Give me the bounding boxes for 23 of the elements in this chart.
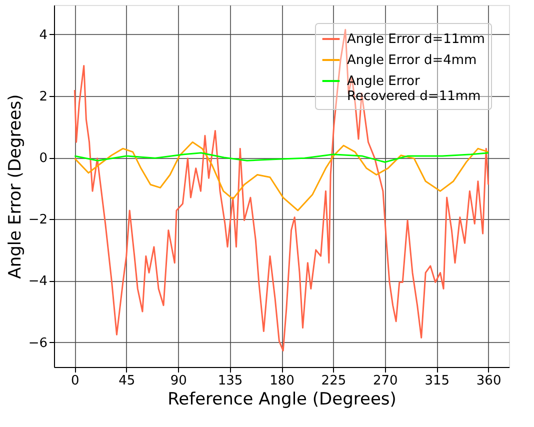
legend-label: Angle Error Recovered d=11mm	[347, 74, 481, 104]
y-tick-label: 0	[39, 151, 48, 166]
x-tick-label: 180	[270, 374, 294, 388]
x-tick-label: 135	[218, 374, 243, 388]
x-tick-label: 270	[372, 374, 398, 388]
y-tick-label: 2	[39, 89, 48, 104]
x-tick-label: 315	[424, 374, 450, 388]
x-tick-label: 360	[476, 374, 502, 388]
x-axis-title: Reference Angle (Degrees)	[168, 390, 396, 410]
x-tick-label: 225	[321, 374, 346, 388]
line-series	[74, 28, 490, 352]
line-series	[74, 141, 490, 212]
y-tick-label: 4	[39, 28, 48, 43]
y-tick-label: −6	[28, 336, 48, 351]
line-series	[74, 152, 490, 163]
legend-label: Angle Error d=11mm	[347, 32, 485, 47]
y-tick-label: −2	[28, 212, 48, 228]
legend-label: Angle Error d=4mm	[347, 53, 477, 68]
x-tick-label: 0	[71, 374, 80, 388]
y-tick-label: −4	[28, 274, 48, 290]
x-tick-label: 90	[170, 374, 187, 388]
y-axis-title: Angle Error (Degrees)	[5, 94, 26, 279]
x-tick-label: 45	[118, 374, 136, 388]
